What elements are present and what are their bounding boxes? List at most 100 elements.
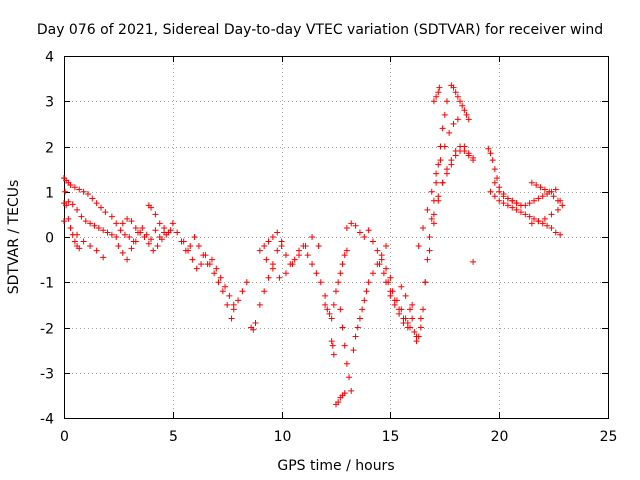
- data-point: [446, 129, 453, 136]
- data-point: [513, 200, 520, 207]
- data-point: [517, 202, 524, 209]
- data-point: [491, 193, 498, 200]
- chart-title: Day 076 of 2021, Sidereal Day-to-day VTE…: [37, 22, 603, 38]
- data-point: [115, 243, 122, 250]
- data-point: [552, 186, 559, 193]
- data-point: [219, 288, 226, 295]
- data-point: [333, 288, 339, 295]
- data-point: [313, 270, 320, 277]
- data-point: [276, 274, 283, 281]
- data-point: [169, 220, 176, 227]
- data-point: [74, 206, 81, 213]
- data-point: [335, 279, 342, 286]
- data-point: [343, 360, 350, 367]
- data-point: [491, 179, 498, 186]
- data-point: [261, 243, 268, 250]
- data-point: [537, 184, 544, 191]
- data-point: [494, 175, 501, 182]
- data-point: [224, 301, 231, 308]
- data-point: [322, 292, 329, 299]
- data-point: [206, 261, 213, 268]
- data-point: [554, 197, 561, 204]
- data-point: [436, 84, 443, 91]
- data-point: [428, 188, 435, 195]
- data-point: [113, 220, 120, 227]
- data-point: [228, 315, 235, 322]
- data-point: [517, 209, 524, 216]
- data-point: [459, 102, 466, 109]
- y-tick-label: -1: [40, 276, 54, 292]
- data-point: [335, 399, 342, 406]
- data-point: [535, 195, 542, 202]
- data-point: [443, 98, 450, 105]
- data-point: [61, 218, 67, 225]
- data-point: [330, 351, 337, 358]
- data-point: [302, 243, 309, 250]
- data-point: [124, 215, 131, 222]
- data-point: [239, 288, 246, 295]
- axis-ticks: [64, 56, 609, 419]
- data-point: [461, 107, 468, 114]
- y-tick-label: -3: [40, 367, 54, 383]
- data-point: [329, 342, 336, 349]
- data-point: [343, 247, 350, 254]
- data-point: [265, 274, 272, 281]
- data-point: [71, 184, 78, 191]
- x-tick-label: 10: [274, 429, 292, 445]
- data-point: [158, 236, 165, 243]
- data-point: [67, 181, 74, 188]
- data-point: [213, 265, 220, 272]
- data-point: [465, 150, 472, 157]
- data-point: [132, 224, 139, 231]
- data-point: [150, 247, 157, 254]
- data-point: [71, 238, 78, 245]
- data-point: [274, 229, 281, 236]
- data-point: [454, 93, 461, 100]
- data-point: [148, 236, 155, 243]
- data-point: [500, 193, 507, 200]
- data-point: [513, 206, 520, 213]
- data-point: [80, 188, 87, 195]
- data-point: [433, 93, 440, 100]
- data-point: [291, 256, 298, 263]
- data-point: [278, 243, 285, 250]
- data-point: [454, 116, 461, 123]
- data-point: [378, 256, 385, 263]
- data-point: [420, 306, 427, 313]
- data-point: [296, 252, 303, 259]
- data-point: [102, 209, 109, 216]
- data-point: [322, 301, 329, 308]
- data-point: [430, 98, 437, 105]
- data-point: [78, 213, 85, 220]
- data-point: [154, 243, 161, 250]
- data-point: [100, 227, 107, 234]
- data-point: [369, 238, 376, 245]
- data-point: [376, 261, 383, 268]
- data-point: [352, 333, 359, 340]
- data-point: [544, 222, 551, 229]
- y-tick-label: -2: [40, 322, 54, 338]
- data-point: [463, 111, 470, 118]
- data-point: [350, 347, 357, 354]
- data-point: [450, 84, 457, 91]
- x-tick-label: 0: [60, 429, 69, 445]
- data-point: [289, 261, 296, 268]
- y-tick-label: 3: [45, 95, 54, 111]
- data-point: [415, 243, 422, 250]
- x-tick-label: 20: [491, 429, 509, 445]
- data-point: [119, 220, 126, 227]
- data-point: [80, 238, 87, 245]
- data-point: [550, 193, 557, 200]
- data-point: [148, 204, 155, 211]
- data-point: [496, 188, 503, 195]
- data-point: [108, 231, 115, 238]
- data-point: [126, 234, 133, 240]
- data-point: [211, 270, 218, 277]
- data-point: [396, 310, 403, 317]
- data-point: [559, 202, 566, 209]
- data-point: [541, 215, 548, 222]
- data-point: [430, 211, 437, 218]
- data-point: [91, 222, 98, 229]
- data-point: [193, 265, 200, 272]
- data-point: [528, 179, 535, 186]
